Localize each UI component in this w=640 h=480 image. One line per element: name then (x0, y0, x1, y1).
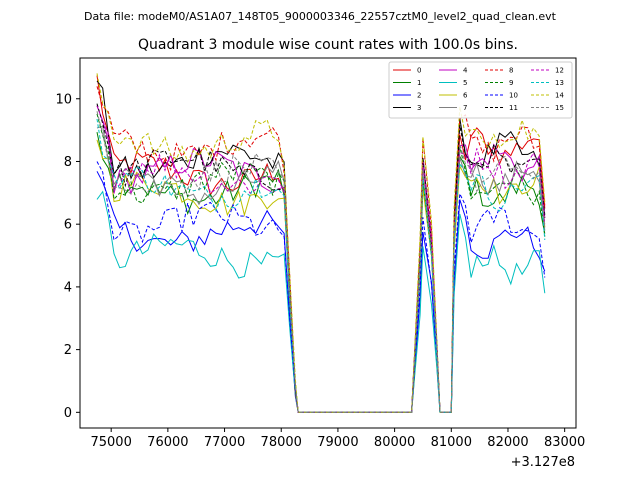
x-tick-label: 78000 (261, 435, 302, 450)
y-axis: 0 2 4 6 8 10 (55, 92, 80, 421)
series-line-12 (96, 105, 546, 413)
x-tick-label: 81000 (431, 435, 472, 450)
x-tick-label: 75000 (90, 435, 131, 450)
series-line-8 (96, 86, 546, 413)
x-tick-label: 83000 (544, 435, 585, 450)
x-tick-label: 76000 (147, 435, 188, 450)
x-tick-label: 80000 (374, 435, 415, 450)
legend-label-10: 10 (509, 92, 518, 100)
series-line-2 (96, 171, 546, 413)
x-tick-label: 77000 (204, 435, 245, 450)
series-line-15 (96, 111, 546, 413)
series-line-14 (96, 73, 546, 413)
legend-label-1: 1 (417, 79, 421, 87)
plot-frame (79, 57, 577, 429)
series-line-4 (96, 105, 546, 413)
series-line-0 (96, 75, 546, 413)
series-layer (96, 73, 546, 413)
x-tick-label: 79000 (317, 435, 358, 450)
legend-label-4: 4 (463, 67, 468, 75)
legend-box (388, 61, 573, 119)
legend-label-3: 3 (417, 104, 421, 112)
chart-title: Quadrant 3 module wise count rates with … (138, 37, 518, 53)
y-tick-label: 10 (55, 92, 72, 107)
legend-label-12: 12 (555, 67, 564, 75)
series-line-1 (96, 131, 546, 413)
y-tick-label: 2 (64, 343, 72, 358)
series-line-9 (96, 113, 546, 413)
series-line-10 (96, 161, 546, 413)
data-file-caption: Data file: modeM0/AS1A07_148T05_90000033… (84, 10, 557, 23)
series-line-3 (96, 80, 546, 413)
legend-label-5: 5 (463, 79, 467, 87)
x-axis: 75000 76000 77000 78000 79000 80000 81000 82000… (90, 428, 585, 450)
legend-label-13: 13 (555, 79, 564, 87)
legend-label-9: 9 (509, 79, 513, 87)
series-line-6 (96, 139, 546, 413)
legend-label-11: 11 (509, 104, 518, 112)
legend-label-15: 15 (555, 104, 564, 112)
legend-label-8: 8 (509, 67, 513, 75)
y-tick-label: 8 (64, 155, 72, 170)
legend-label-0: 0 (417, 67, 421, 75)
legend-label-2: 2 (417, 92, 421, 100)
x-offset-label: +3.127e8 (511, 455, 575, 470)
legend-label-7: 7 (463, 104, 467, 112)
x-tick-label: 82000 (487, 435, 528, 450)
legend-label-14: 14 (555, 92, 564, 100)
legend-label-6: 6 (463, 92, 468, 100)
y-tick-label: 0 (64, 406, 72, 421)
y-tick-label: 6 (64, 218, 72, 233)
y-tick-label: 4 (64, 280, 72, 295)
